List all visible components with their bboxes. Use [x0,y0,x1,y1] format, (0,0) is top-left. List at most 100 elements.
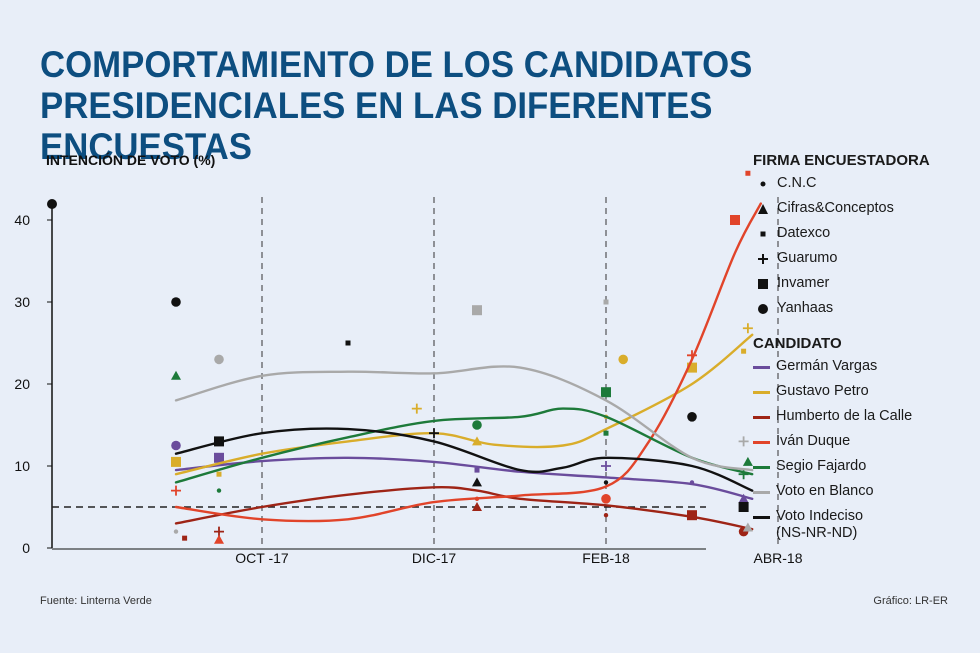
data-point [603,513,609,518]
credit-note: Gráfico: LR-ER [873,595,948,607]
legend-swatch [753,491,770,494]
legend-swatch [753,441,770,444]
trend-line [174,202,762,523]
data-point [687,510,697,521]
series-1 [171,323,754,477]
legend-pollster-item: Cifras&Conceptos [753,200,978,225]
trend-line [174,456,754,500]
y-tick-label: 10 [14,458,30,474]
legend-pollster-label: Guarumo [777,250,838,266]
legend-pollster-label: Cifras&Conceptos [777,200,894,216]
data-point [742,323,753,334]
y-tick-label: 0 [22,540,30,556]
series-5 [173,299,754,534]
data-point [171,297,181,307]
triangle-icon [753,200,773,215]
legend-pollster-item: Yanhaas [753,300,978,325]
series-4 [171,370,754,493]
legend-candidate-item: Segio Fajardo [753,458,978,483]
data-point [411,403,422,414]
trend-line [174,407,754,484]
data-point [738,502,749,512]
data-point [214,354,224,365]
chart-title-line-2: PRESIDENCIALES EN LAS DIFERENTES ENCUEST… [40,85,713,167]
x-tick-label: ABR-18 [753,550,802,566]
square-icon [753,275,773,290]
data-point [687,412,697,422]
data-point [742,522,753,532]
data-point [603,480,609,485]
circle-icon [753,300,773,315]
chart-title-line-1: COMPORTAMIENTO DE LOS CANDIDATOS [40,44,753,85]
legend-swatch [753,391,770,394]
legend-candidate-item: Humberto de la Calle [753,408,978,433]
y-tick-label: 30 [14,294,30,310]
data-point [730,215,740,225]
x-tick-label: DIC-17 [412,550,457,566]
legend-pollster-label: Yanhaas [777,300,834,316]
data-point [345,340,351,346]
trend-line [174,333,754,476]
series-0 [171,440,754,503]
legend-swatch [753,466,770,469]
data-point [214,452,224,463]
data-point [472,305,482,316]
legend-pollster-heading: FIRMA ENCUESTADORA [753,152,930,169]
y-tick-label: 40 [14,212,30,228]
legend-candidate-label: Segio Fajardo [776,458,867,474]
source-note: Fuente: Linterna Verde [40,595,152,607]
legend-pollster-list: C.N.C Cifras&Conceptos Datexco Guarumo Invam… [753,175,978,325]
legend-swatch [753,366,770,369]
legend-candidate-label: Humberto de la Calle [776,408,913,424]
data-point [742,456,753,466]
data-point [603,430,609,436]
x-tick-label: FEB-18 [582,550,630,566]
legend-pollster-label: C.N.C [777,175,817,191]
data-point [171,485,181,496]
legend-candidate-item: Voto en Blanco [753,483,978,508]
data-point [687,362,697,373]
legend-pollster-label: Datexco [777,225,831,241]
data-point [171,440,181,451]
data-point [171,456,181,467]
trend-line [174,485,754,531]
data-point [745,170,751,176]
legend-swatch [753,416,770,419]
data-point [182,535,188,541]
data-point [214,534,224,544]
legend-candidate-heading: CANDIDATO [753,335,842,352]
legend-pollster-item: Datexco [753,225,978,250]
data-point [171,370,181,380]
legend-candidate-label: Germán Vargas [776,358,878,374]
data-point [741,348,747,354]
legend-candidate-label: Iván Duque [776,433,851,449]
data-point [738,493,749,503]
y-tick-label: 20 [14,376,30,392]
legend-candidate-item: Voto Indeciso (NS-NR-ND) [753,508,978,541]
trend-line [174,365,754,472]
chart-title: COMPORTAMIENTO DE LOS CANDIDATOS PRESIDE… [40,44,924,167]
legend-candidate-label: Gustavo Petro [776,383,869,399]
plus-icon [753,250,773,265]
y-axis-cap [47,199,57,209]
y-axis-label: INTENCIÓN DE VOTO (%) [46,152,216,168]
legend-candidate-label: Voto en Blanco [776,483,874,499]
data-point [738,469,749,480]
legend-swatch [753,516,770,519]
x-tick-label: OCT -17 [235,550,289,566]
trend-line [174,427,754,492]
data-point [618,354,628,365]
legend-candidate-item: Germán Vargas [753,358,978,383]
data-point [738,436,749,447]
data-point [601,461,611,471]
series-6 [171,297,754,512]
data-point [429,428,439,439]
data-point [216,488,222,493]
series-3 [171,170,762,544]
data-point [173,529,179,534]
legend-candidate-item: Gustavo Petro [753,383,978,408]
legend-pollster-label: Invamer [777,275,830,291]
data-point [601,494,611,504]
data-point [601,387,611,398]
data-point [603,299,609,305]
